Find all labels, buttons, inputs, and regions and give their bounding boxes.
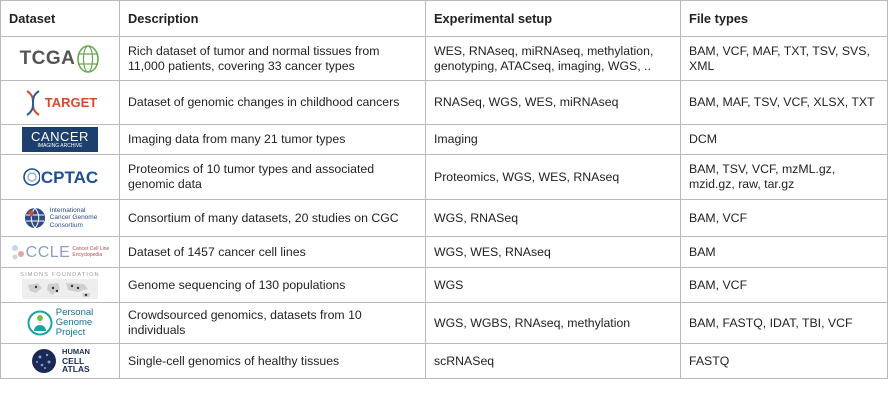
dataset-description: Dataset of 1457 cancer cell lines [119, 236, 426, 268]
tcia-logo: CANCER IMAGING ARCHIVE [22, 127, 98, 152]
dataset-file-types: BAM, VCF, MAF, TXT, TSV, SVS, XML [680, 36, 888, 81]
hca-logo-line: CELL [62, 355, 85, 366]
cells-icon [11, 245, 24, 260]
dna-helix-icon [26, 89, 40, 116]
hca-logo-line: ATLAS [62, 364, 90, 375]
table-row: HUMAN CELL ATLAS Single-cell genomics of… [0, 343, 888, 379]
person-icon [27, 310, 53, 336]
datasets-table: Dataset Description Experimental setup F… [0, 0, 888, 379]
dataset-description: Consortium of many datasets, 20 studies … [119, 199, 426, 237]
dataset-logo-cell: TCGA [0, 36, 120, 81]
icgc-logo-text: International Cancer Genome Consortium [50, 207, 98, 230]
hca-logo-line: HUMAN [62, 347, 90, 357]
circle-logo-icon [23, 168, 40, 186]
table-row: CCLE Cancer Cell Line Encyclopedia Datas… [0, 236, 888, 268]
dataset-description: Proteomics of 10 tumor types and associa… [119, 154, 426, 200]
dataset-file-types: BAM, VCF [680, 199, 888, 237]
dataset-file-types: FASTQ [680, 343, 888, 379]
tcga-logo-text: TCGA [19, 48, 76, 69]
table-row: TCGA Rich dataset of tumor and normal ti… [0, 36, 888, 81]
dataset-setup: WGS, WES, RNAseq [425, 236, 681, 268]
table-row: SIMONS FOUNDATION Genome sequencing of 1… [0, 267, 888, 303]
globe-icon [24, 207, 45, 229]
ccle-logo-sub-line: Encyclopedia [72, 252, 103, 258]
header-dataset: Dataset [0, 0, 120, 37]
dataset-logo-cell: TARGET [0, 80, 120, 125]
icgc-logo-line: Consortium [49, 221, 83, 229]
ccle-logo-sub-line: Cancer Cell Line [72, 246, 110, 252]
dataset-setup: WGS [425, 267, 681, 303]
dataset-description: Genome sequencing of 130 populations [119, 267, 426, 303]
dataset-setup: scRNASeq [425, 343, 681, 379]
dataset-logo-cell: Personal Genome Project [0, 302, 120, 344]
dataset-file-types: BAM, VCF [680, 267, 888, 303]
icgc-logo-line: Cancer Genome [49, 214, 98, 222]
hca-logo-text: HUMAN CELL ATLAS [62, 348, 90, 374]
dataset-setup: Proteomics, WGS, WES, RNAseq [425, 154, 681, 200]
hca-logo: HUMAN CELL ATLAS [1, 344, 119, 378]
ccle-logo-subtext: Cancer Cell Line Encyclopedia [72, 246, 109, 258]
dataset-description: Crowdsourced genomics, datasets from 10 … [119, 302, 426, 344]
header-experimental-setup: Experimental setup [425, 0, 681, 37]
dataset-file-types: DCM [680, 124, 888, 155]
dataset-description: Dataset of genomic changes in childhood … [119, 80, 426, 125]
dataset-setup: WGS, RNASeq [425, 199, 681, 237]
dataset-logo-cell: HUMAN CELL ATLAS [0, 343, 120, 379]
dataset-file-types: BAM [680, 236, 888, 268]
header-file-types: File types [680, 0, 888, 37]
dataset-file-types: BAM, MAF, TSV, VCF, XLSX, TXT [680, 80, 888, 125]
icgc-logo: International Cancer Genome Consortium [1, 200, 119, 236]
table-row: Personal Genome Project Crowdsourced gen… [0, 302, 888, 344]
cell-sphere-icon [32, 349, 57, 373]
tcia-logo-subtext: IMAGING ARCHIVE [37, 142, 83, 149]
dataset-file-types: BAM, TSV, VCF, mzML.gz, mzid.gz, raw, ta… [680, 154, 888, 200]
pgp-logo-line: Personal [55, 307, 94, 318]
header-row: Dataset Description Experimental setup F… [0, 0, 888, 37]
globe-icon [77, 44, 100, 73]
dataset-setup: WGS, WGBS, RNAseq, methylation [425, 302, 681, 344]
icgc-logo-line: International [49, 206, 86, 214]
dataset-logo-cell: CANCER IMAGING ARCHIVE [0, 124, 120, 155]
dataset-logo-cell: International Cancer Genome Consortium [0, 199, 120, 237]
cptac-logo-text: CPTAC [40, 167, 99, 187]
dataset-description: Single-cell genomics of healthy tissues [119, 343, 426, 379]
table-row: TARGET Dataset of genomic changes in chi… [0, 80, 888, 125]
header-description: Description [119, 0, 426, 37]
dataset-setup: RNASeq, WGS, WES, miRNAseq [425, 80, 681, 125]
pgp-logo-line: Genome [55, 317, 93, 328]
cptac-logo: CPTAC [1, 155, 119, 199]
target-logo-text: TARGET [44, 95, 98, 110]
simons-logo: SIMONS FOUNDATION [1, 268, 119, 302]
tcia-logo-text: CANCER [31, 128, 89, 144]
table-row: International Cancer Genome Consortium C… [0, 199, 888, 237]
dataset-setup: Imaging [425, 124, 681, 155]
dataset-file-types: BAM, FASTQ, IDAT, TBI, VCF [680, 302, 888, 344]
world-map-icon [22, 278, 98, 299]
dataset-setup: WES, RNAseq, miRNAseq, methylation, geno… [425, 36, 681, 81]
dataset-logo-cell: SIMONS FOUNDATION [0, 267, 120, 303]
tcga-logo: TCGA [1, 37, 119, 80]
ccle-logo: CCLE Cancer Cell Line Encyclopedia [1, 237, 119, 267]
simons-logo-text: SIMONS FOUNDATION [20, 271, 100, 278]
ccle-logo-text: CCLE [25, 243, 71, 261]
table-row: CANCER IMAGING ARCHIVE Imaging data from… [0, 124, 888, 155]
pgp-logo-line: Project [55, 327, 86, 338]
target-logo: TARGET [1, 81, 119, 124]
pgp-logo: Personal Genome Project [1, 303, 119, 343]
dataset-description: Imaging data from many 21 tumor types [119, 124, 426, 155]
dataset-logo-cell: CPTAC [0, 154, 120, 200]
table-row: CPTAC Proteomics of 10 tumor types and a… [0, 154, 888, 200]
pgp-logo-text: Personal Genome Project [56, 308, 94, 338]
dataset-logo-cell: CCLE Cancer Cell Line Encyclopedia [0, 236, 120, 268]
dataset-description: Rich dataset of tumor and normal tissues… [119, 36, 426, 81]
